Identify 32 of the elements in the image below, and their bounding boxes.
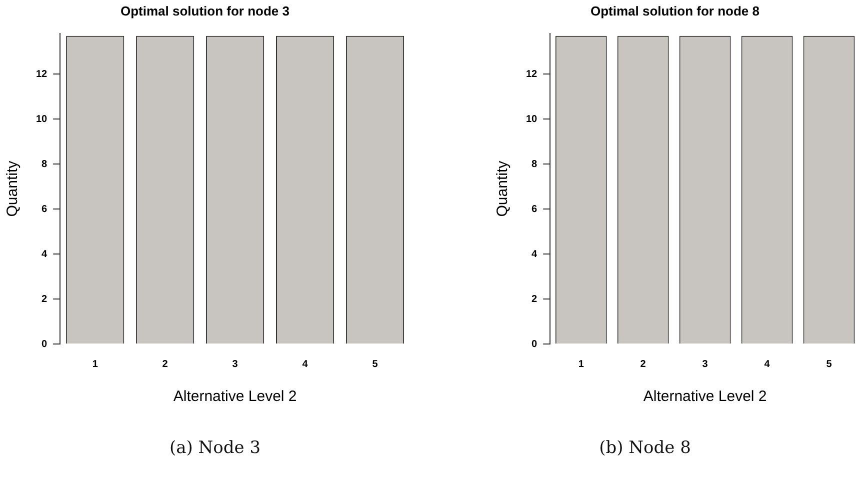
x-tick-label: 4 <box>302 358 308 370</box>
y-tick-label: 10 <box>36 114 48 125</box>
y-tick-label: 8 <box>42 158 48 170</box>
y-tick-label: 6 <box>532 204 538 215</box>
y-tick-label: 2 <box>532 294 538 305</box>
y-tick-label: 6 <box>42 204 48 215</box>
y-tick-label: 2 <box>42 294 48 305</box>
x-tick-label: 1 <box>578 358 584 370</box>
y-tick-label: 4 <box>532 248 538 260</box>
x-axis-title: Alternative Level 2 <box>643 388 767 406</box>
x-tick-label: 2 <box>640 358 646 370</box>
x-axis-title: Alternative Level 2 <box>173 388 297 406</box>
chart-title: Optimal solution for node 8 <box>590 3 760 18</box>
y-tick-label: 4 <box>42 248 48 260</box>
y-tick-label: 10 <box>526 114 538 125</box>
x-tick-label: 3 <box>702 358 708 370</box>
x-tick-label: 5 <box>826 358 832 370</box>
text: (a) Node 3 <box>168 438 262 458</box>
y-tick-label: 0 <box>532 338 538 350</box>
y-tick-label: 12 <box>526 68 538 80</box>
y-tick-label: 12 <box>36 68 48 80</box>
x-tick-label: 2 <box>162 358 168 370</box>
text: (b) Node 8 <box>598 438 692 458</box>
chart-title: Optimal solution for node 3 <box>120 3 290 18</box>
x-tick-label: 1 <box>92 358 98 370</box>
y-axis-title: Quantity <box>494 160 512 217</box>
x-tick-label: 4 <box>764 358 770 370</box>
y-tick-label: 0 <box>42 338 48 350</box>
x-tick-label: 3 <box>232 358 238 370</box>
y-tick-label: 8 <box>532 158 538 170</box>
x-tick-label: 5 <box>372 358 378 370</box>
y-axis-title: Quantity <box>4 160 22 217</box>
